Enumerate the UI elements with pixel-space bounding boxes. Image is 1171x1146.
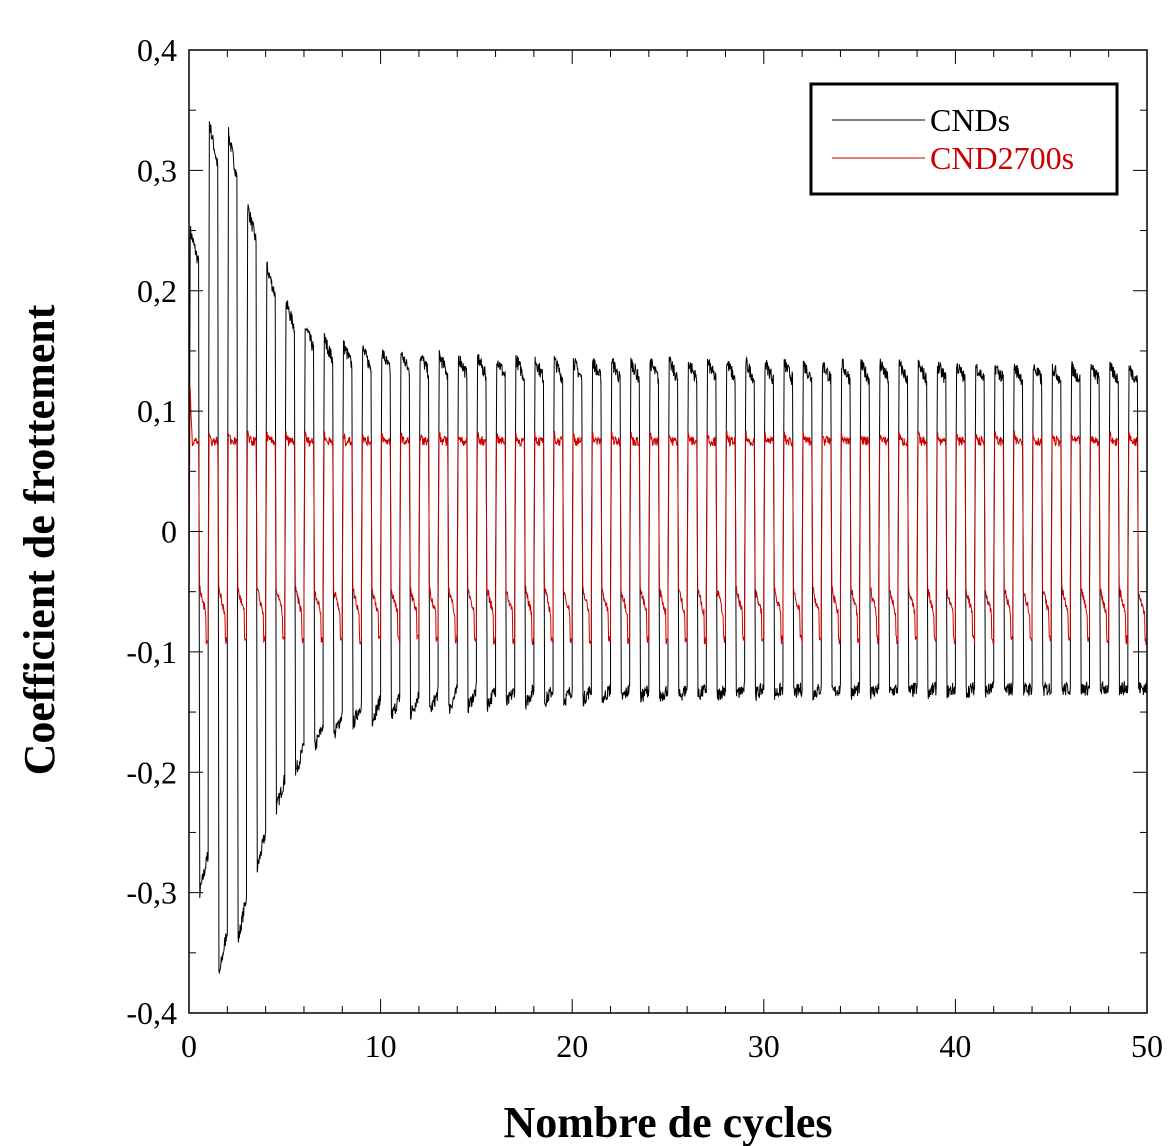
legend: CNDs CND2700s	[809, 82, 1119, 196]
x-tick-label: 20	[556, 1028, 588, 1064]
y-axis-title: Coefficient de frottement	[15, 304, 64, 775]
y-tick-label: -0,2	[126, 754, 177, 790]
y-tick-label: 0,3	[137, 152, 177, 188]
y-tick-label: 0	[161, 514, 177, 550]
x-tick-label: 0	[181, 1028, 197, 1064]
plot-frame	[188, 49, 1148, 1014]
x-axis-title: Nombre de cycles	[503, 1098, 832, 1146]
y-tick-label: -0,1	[126, 634, 177, 670]
series-layer	[188, 121, 1148, 975]
x-tick-label: 10	[365, 1028, 397, 1064]
legend-label-cnd2700s: CND2700s	[930, 140, 1074, 176]
x-tick-label: 40	[939, 1028, 971, 1064]
y-tick-label: 0,4	[137, 32, 177, 68]
x-tick-label: 50	[1131, 1028, 1163, 1064]
y-tick-label: 0,1	[137, 393, 177, 429]
y-tick-label: 0,2	[137, 273, 177, 309]
x-tick-label: 30	[748, 1028, 780, 1064]
legend-label-cnds: CNDs	[930, 102, 1010, 138]
y-tick-label: -0,4	[126, 995, 177, 1031]
series-cnd2700s-line	[188, 386, 1148, 646]
tick-labels: 0,40,30,20,10-0,1-0,2-0,3-0,40 10 20 30 40 50	[126, 32, 1163, 1064]
y-tick-label: -0,3	[126, 875, 177, 911]
legend-box	[809, 82, 1119, 196]
